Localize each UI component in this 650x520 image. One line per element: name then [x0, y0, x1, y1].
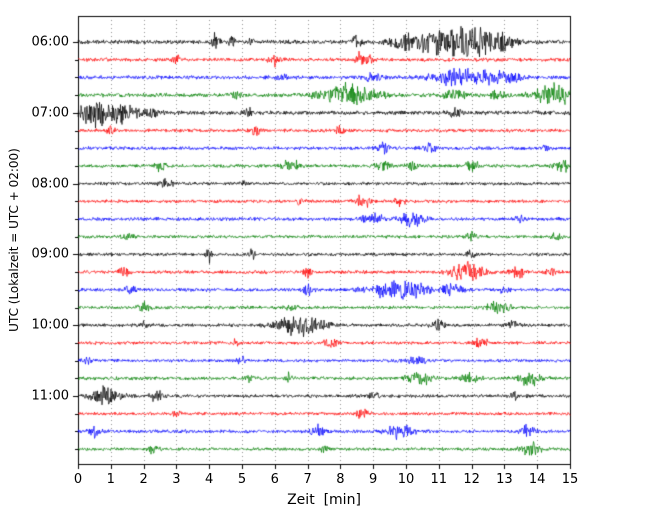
x-tick-label: 14: [528, 472, 546, 487]
x-tick-label: 7: [303, 472, 312, 487]
x-tick-label: 2: [139, 472, 148, 487]
y-axis-label: UTC (Lokalzeit = UTC + 02:00): [7, 148, 21, 332]
x-tick-label: 8: [336, 472, 345, 487]
x-tick-label: 9: [369, 472, 378, 487]
x-tick-label: 10: [397, 472, 415, 487]
x-tick-label: 1: [106, 472, 115, 487]
x-tick-label: 5: [237, 472, 247, 487]
x-tick-label: 11: [430, 472, 448, 487]
x-tick-label: 6: [270, 472, 279, 487]
y-tick-label: 11:00: [31, 388, 69, 404]
x-tick-label: 0: [73, 472, 83, 487]
x-tick-label: 12: [463, 472, 480, 487]
y-tick-label: 09:00: [31, 246, 69, 262]
y-tick-label: 07:00: [31, 105, 69, 121]
x-tick-label: 13: [496, 472, 513, 487]
y-tick-label: 10:00: [31, 317, 69, 333]
x-tick-label: 15: [561, 472, 579, 487]
x-tick-label: 3: [172, 472, 181, 487]
y-tick-label: 06:00: [31, 34, 69, 50]
x-tick-label: 4: [205, 472, 214, 487]
y-tick-label: 08:00: [31, 176, 69, 192]
x-axis-label: Zeit [min]: [287, 492, 361, 508]
